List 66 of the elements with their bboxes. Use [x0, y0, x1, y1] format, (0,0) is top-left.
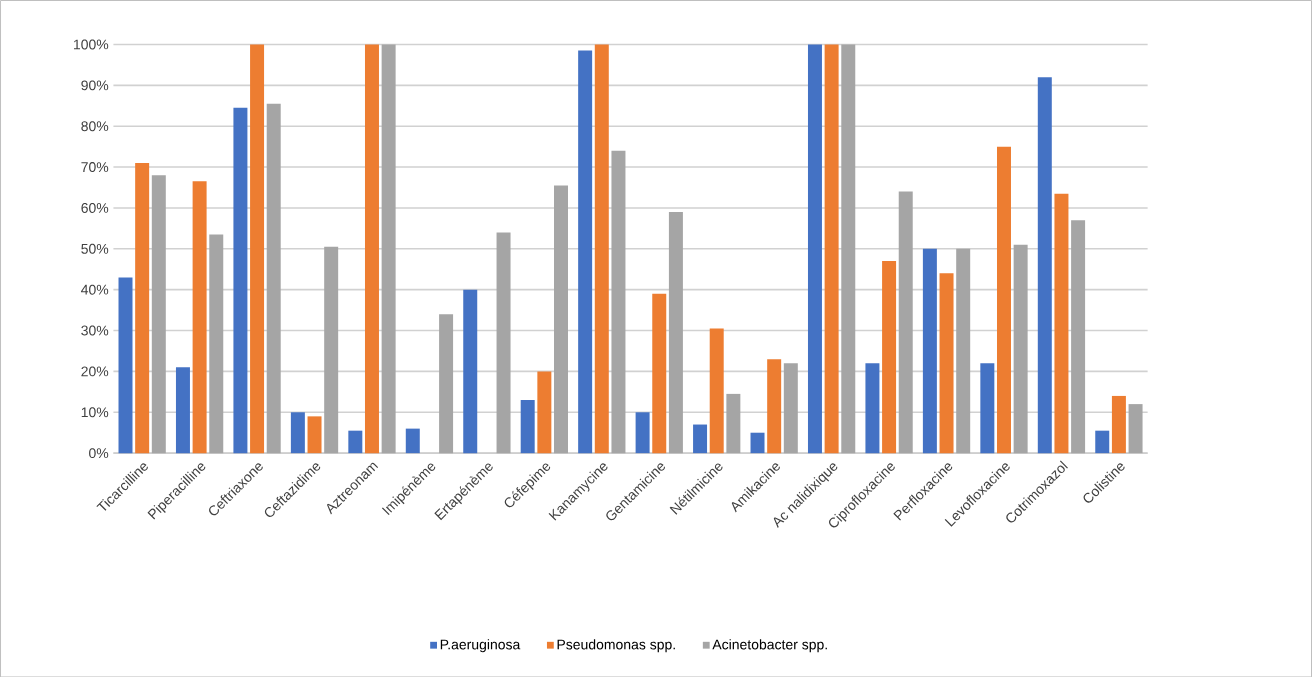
bar	[1071, 219, 1086, 453]
bar	[922, 248, 937, 453]
y-tick-label: 90%	[81, 80, 109, 91]
bar	[118, 277, 133, 453]
bar	[693, 424, 708, 453]
y-tick-label: 100%	[74, 39, 109, 50]
bar	[364, 44, 379, 453]
bar	[324, 246, 339, 453]
y-tick-label: 20%	[81, 366, 109, 377]
bar	[496, 232, 511, 453]
bar	[381, 44, 396, 453]
bar	[865, 363, 880, 453]
bar	[209, 234, 224, 453]
bar	[841, 44, 856, 453]
bar	[1128, 403, 1143, 453]
legend-label: Pseudomonas spp.	[557, 638, 675, 652]
bar	[668, 211, 683, 453]
bar	[1111, 395, 1126, 453]
bar	[307, 416, 322, 453]
bar	[405, 428, 420, 453]
y-tick-label: 70%	[81, 161, 109, 172]
bar	[175, 367, 190, 453]
bar	[767, 358, 782, 453]
bar	[783, 363, 798, 453]
legend-label: P.aeruginosa	[440, 638, 521, 652]
bar	[824, 44, 839, 453]
y-tick-label: 10%	[81, 407, 109, 417]
bar	[635, 412, 650, 453]
y-tick-label: 0%	[89, 447, 109, 458]
bar	[709, 328, 724, 453]
bar	[882, 260, 897, 453]
bar	[537, 371, 552, 453]
y-tick-label: 30%	[81, 325, 109, 336]
bar	[1095, 430, 1110, 453]
bar	[290, 412, 305, 453]
bar	[520, 399, 535, 453]
bar	[1037, 76, 1052, 453]
bar	[611, 150, 626, 453]
bar	[980, 363, 995, 453]
bar	[807, 44, 822, 453]
y-tick-label: 50%	[81, 243, 109, 254]
bar	[1054, 193, 1069, 453]
y-tick-label: 60%	[81, 202, 109, 213]
bar	[956, 248, 971, 453]
bar	[898, 191, 913, 453]
bar	[997, 146, 1011, 453]
bar	[250, 44, 265, 453]
bar	[652, 293, 667, 453]
y-tick-label: 40%	[81, 284, 109, 295]
y-tick-label: 80%	[81, 121, 109, 131]
bar	[750, 432, 765, 453]
bar	[726, 393, 741, 453]
bar	[578, 50, 593, 453]
bar	[594, 44, 609, 453]
bar	[151, 175, 166, 453]
bar	[1013, 244, 1028, 453]
bar	[463, 289, 478, 453]
bar	[135, 162, 150, 453]
bar	[348, 430, 363, 453]
bar	[939, 273, 954, 453]
bar	[554, 185, 568, 453]
bar	[233, 107, 248, 453]
bar	[266, 103, 281, 453]
bar	[192, 181, 207, 453]
legend-label: Acinetobacter spp.	[712, 638, 827, 652]
bar	[439, 313, 454, 453]
